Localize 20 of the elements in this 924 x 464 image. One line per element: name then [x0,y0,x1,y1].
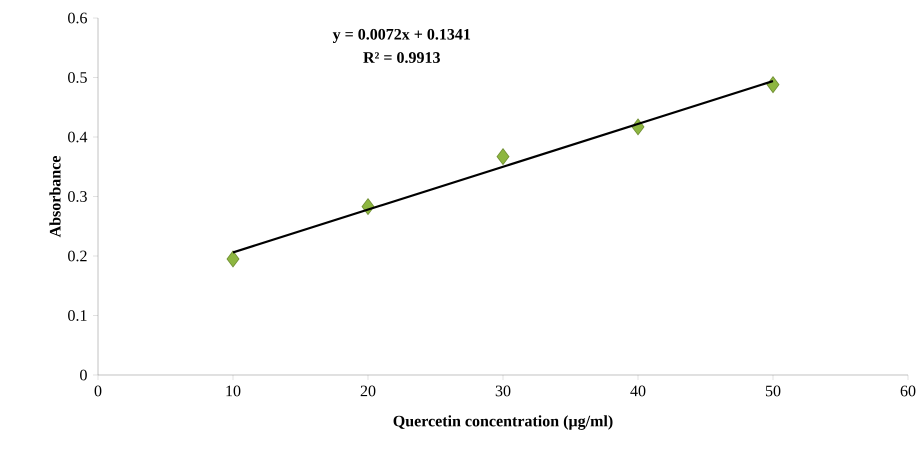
x-tick-label: 10 [226,386,240,396]
y-tick-label: 0 [80,370,87,380]
x-tick-label: 20 [360,386,376,396]
x-tick-label: 50 [766,386,780,396]
y-tick-label: 0.2 [68,250,87,262]
x-tick-label: 30 [496,386,510,396]
y-tick-label: 0.5 [68,72,87,83]
x-tick-label: 40 [630,386,646,396]
x-tick-label: 60 [900,386,916,396]
y-tick-label: 0.4 [68,132,88,142]
y-tick-label: 0.6 [68,12,87,24]
y-tick-label: 0.1 [68,310,87,321]
y-tick-label: 0.3 [68,191,87,202]
point [226,250,240,268]
x-axis-title: Quercetin concentration (µg/ml) [394,415,613,430]
annotation: R² = 0.9913 [363,52,440,63]
annotation: y = 0.0072x + 0.1341 [332,28,470,43]
y-axis-title: Absorbance [49,156,61,238]
x-tick-label: 0 [94,386,102,396]
point [496,148,510,166]
